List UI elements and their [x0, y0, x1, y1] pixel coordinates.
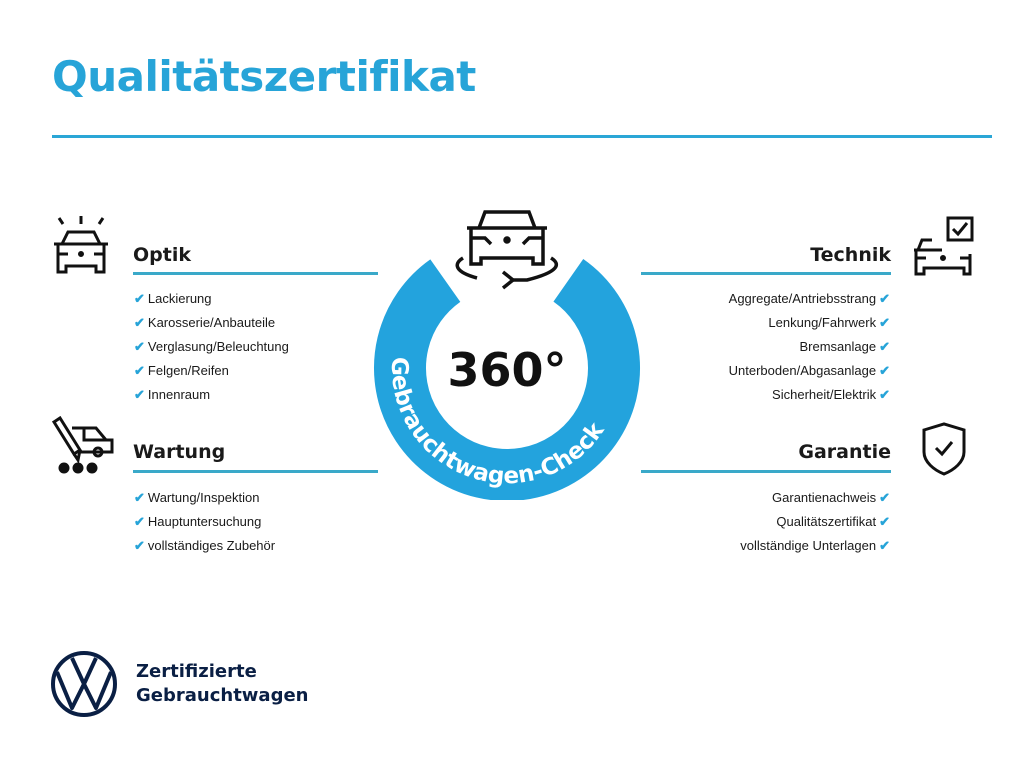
list-item: Bremsanlage ✔ [729, 335, 893, 359]
item-label: vollständiges Zubehör [147, 538, 276, 553]
list-item: ✔ Verglasung/Beleuchtung [131, 335, 289, 359]
section-divider [133, 272, 378, 275]
check-icon: ✔ [134, 339, 145, 354]
list-item: ✔ Wartung/Inspektion [131, 486, 275, 510]
footer-line-2: Gebrauchtwagen [136, 685, 309, 706]
item-label: Lenkung/Fahrwerk [768, 315, 877, 330]
item-label: Aggregate/Antriebsstrang [728, 291, 877, 306]
check-icon: ✔ [879, 538, 890, 553]
ring-arc [374, 235, 640, 500]
section-title-technik: Technik [810, 244, 891, 266]
list-item: Qualitätszertifikat ✔ [740, 510, 893, 534]
item-label: Sicherheit/Elektrik [772, 387, 877, 402]
check-icon: ✔ [879, 387, 890, 402]
list-item: ✔ vollständiges Zubehör [131, 534, 275, 558]
item-label: Unterboden/Abgasanlage [728, 363, 877, 378]
car-lights-icon [50, 214, 112, 278]
section-title-garantie: Garantie [798, 441, 891, 463]
item-label: Garantienachweis [772, 490, 877, 505]
shield-check-icon [920, 422, 968, 476]
item-label: Lackierung [147, 291, 212, 306]
check-360-badge: Gebrauchtwagen-Check 360° [374, 210, 640, 500]
item-label: Innenraum [147, 387, 211, 402]
garantie-list: Garantienachweis ✔ Qualitätszertifikat ✔ v… [740, 486, 893, 558]
section-divider [641, 272, 891, 275]
section-title-wartung: Wartung [133, 441, 226, 463]
list-item: Lenkung/Fahrwerk ✔ [729, 311, 893, 335]
check-icon: ✔ [879, 339, 890, 354]
list-item: Garantienachweis ✔ [740, 486, 893, 510]
footer-line-1: Zertifizierte [136, 661, 257, 682]
list-item: vollständige Unterlagen ✔ [740, 534, 893, 558]
list-item: ✔ Lackierung [131, 287, 289, 311]
item-label: Karosserie/Anbauteile [147, 315, 276, 330]
value-360: 360° [447, 343, 566, 397]
check-icon: ✔ [134, 538, 145, 553]
list-item: ✔ Innenraum [131, 383, 289, 407]
check-icon: ✔ [134, 291, 145, 306]
section-divider [641, 470, 891, 473]
list-item: ✔ Felgen/Reifen [131, 359, 289, 383]
check-icon: ✔ [879, 490, 890, 505]
check-icon: ✔ [134, 490, 145, 505]
optik-list: ✔ Lackierung ✔ Karosserie/Anbauteile ✔ Verg… [131, 287, 289, 407]
check-icon: ✔ [879, 363, 890, 378]
section-title-optik: Optik [133, 244, 191, 266]
list-item: ✔ Karosserie/Anbauteile [131, 311, 289, 335]
check-icon: ✔ [879, 315, 890, 330]
item-label: Verglasung/Beleuchtung [147, 339, 289, 354]
vw-logo [51, 651, 117, 717]
check-icon: ✔ [879, 291, 890, 306]
item-label: Qualitätszertifikat [776, 514, 877, 529]
list-item: Unterboden/Abgasanlage ✔ [729, 359, 893, 383]
title-divider [52, 135, 992, 138]
check-icon: ✔ [134, 387, 145, 402]
list-item: Aggregate/Antriebsstrang ✔ [729, 287, 893, 311]
car-rotate-icon [455, 210, 558, 290]
item-label: Hauptuntersuchung [147, 514, 262, 529]
check-icon: ✔ [134, 315, 145, 330]
page-title: Qualitätszertifikat [52, 52, 476, 101]
technik-list: Aggregate/Antriebsstrang ✔ Lenkung/Fahrwe… [729, 287, 893, 407]
check-icon: ✔ [134, 363, 145, 378]
wartung-list: ✔ Wartung/Inspektion ✔ Hauptuntersuchung ✔… [131, 486, 275, 558]
car-checklist-icon [912, 214, 976, 278]
item-label: Wartung/Inspektion [147, 490, 260, 505]
list-item: Sicherheit/Elektrik ✔ [729, 383, 893, 407]
item-label: Felgen/Reifen [147, 363, 229, 378]
check-icon: ✔ [879, 514, 890, 529]
item-label: Bremsanlage [799, 339, 877, 354]
list-item: ✔ Hauptuntersuchung [131, 510, 275, 534]
section-divider [133, 470, 378, 473]
check-icon: ✔ [134, 514, 145, 529]
footer-brand-text: Zertifizierte Gebrauchtwagen [136, 660, 308, 708]
service-van-icon [50, 416, 114, 476]
item-label: vollständige Unterlagen [740, 538, 877, 553]
